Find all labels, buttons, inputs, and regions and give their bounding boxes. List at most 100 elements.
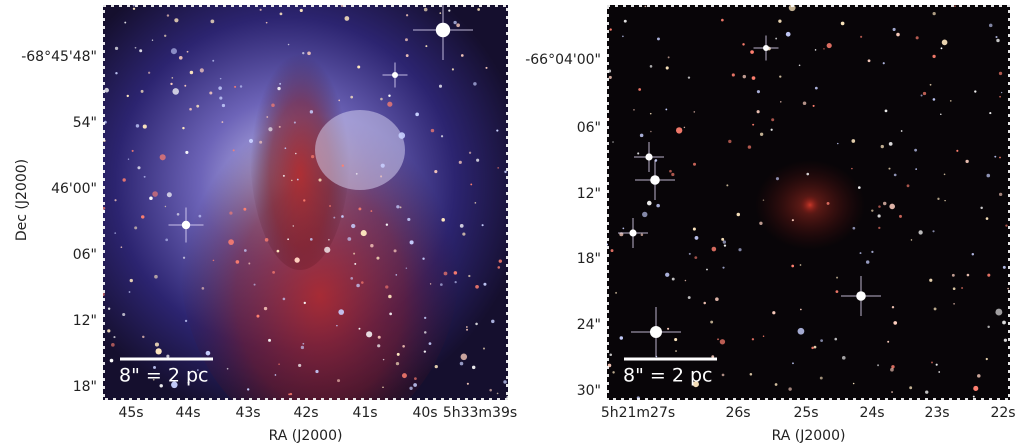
star xyxy=(337,379,340,382)
star xyxy=(973,386,978,391)
star xyxy=(128,158,129,159)
star xyxy=(307,51,311,55)
star xyxy=(695,236,699,240)
star xyxy=(837,143,838,144)
star xyxy=(183,257,185,259)
star xyxy=(342,164,344,166)
x-tick-label: 23s xyxy=(924,405,949,421)
star xyxy=(763,199,764,200)
star xyxy=(127,95,129,97)
star xyxy=(989,24,993,28)
star xyxy=(359,328,361,330)
star xyxy=(820,377,823,380)
star xyxy=(101,293,104,296)
star xyxy=(611,249,614,252)
x-tick-label: 43s xyxy=(235,405,260,421)
star xyxy=(283,175,285,177)
star xyxy=(676,127,682,133)
star xyxy=(381,164,385,168)
star xyxy=(115,72,117,74)
star xyxy=(715,297,719,301)
star xyxy=(455,281,457,283)
star xyxy=(706,269,708,271)
star xyxy=(133,5,135,7)
star xyxy=(219,97,222,100)
star xyxy=(944,174,946,176)
star xyxy=(294,121,296,123)
star xyxy=(424,8,428,12)
star xyxy=(108,308,110,310)
star xyxy=(757,90,760,93)
star xyxy=(293,225,294,226)
star xyxy=(466,326,468,328)
star xyxy=(189,108,192,111)
star xyxy=(166,355,169,358)
star xyxy=(456,23,460,27)
star xyxy=(1001,92,1002,93)
star xyxy=(377,344,380,347)
star xyxy=(820,339,823,342)
star xyxy=(786,32,791,37)
star xyxy=(915,168,917,170)
star xyxy=(298,364,301,367)
star xyxy=(209,91,212,94)
star xyxy=(689,253,691,255)
star xyxy=(114,232,116,234)
star xyxy=(291,180,293,182)
star xyxy=(142,336,144,338)
star xyxy=(674,338,677,341)
star xyxy=(497,266,500,269)
star xyxy=(429,342,432,345)
star xyxy=(279,83,281,85)
star xyxy=(301,346,304,349)
star xyxy=(361,281,364,284)
star xyxy=(110,359,114,363)
star xyxy=(229,211,232,214)
star xyxy=(213,260,215,262)
star xyxy=(328,239,330,241)
bright-star xyxy=(650,175,660,185)
star xyxy=(742,43,744,45)
star xyxy=(164,35,166,37)
star xyxy=(986,358,988,360)
star xyxy=(932,230,934,232)
star xyxy=(878,205,881,208)
star xyxy=(860,36,862,38)
star xyxy=(254,284,256,286)
star xyxy=(104,88,109,93)
star xyxy=(396,205,399,208)
star xyxy=(936,364,938,366)
star xyxy=(167,14,169,16)
star xyxy=(800,264,802,266)
star xyxy=(485,67,487,69)
star xyxy=(141,90,144,93)
star xyxy=(640,134,644,138)
star xyxy=(666,66,669,69)
star xyxy=(240,85,242,87)
star xyxy=(987,274,990,277)
star xyxy=(693,111,695,113)
star xyxy=(268,339,271,342)
star xyxy=(815,49,817,51)
star xyxy=(772,311,775,314)
star xyxy=(622,228,624,230)
star xyxy=(441,218,445,222)
y-tick-label: -68°45'48" xyxy=(21,49,97,65)
star xyxy=(143,124,147,128)
star xyxy=(973,396,975,398)
star xyxy=(135,47,137,49)
x-tick-label: 44s xyxy=(175,405,200,421)
star xyxy=(650,65,653,68)
star xyxy=(249,139,253,143)
star xyxy=(650,113,652,115)
star xyxy=(137,166,140,169)
star xyxy=(179,56,183,60)
star xyxy=(329,205,331,207)
star xyxy=(688,76,690,78)
star xyxy=(234,86,236,88)
x-tick-label: 5h33m39s xyxy=(443,405,517,421)
star xyxy=(921,94,923,96)
star xyxy=(370,244,373,247)
scale-bar-label: 8" = 2 pc xyxy=(623,365,712,387)
bright-star xyxy=(856,291,866,301)
